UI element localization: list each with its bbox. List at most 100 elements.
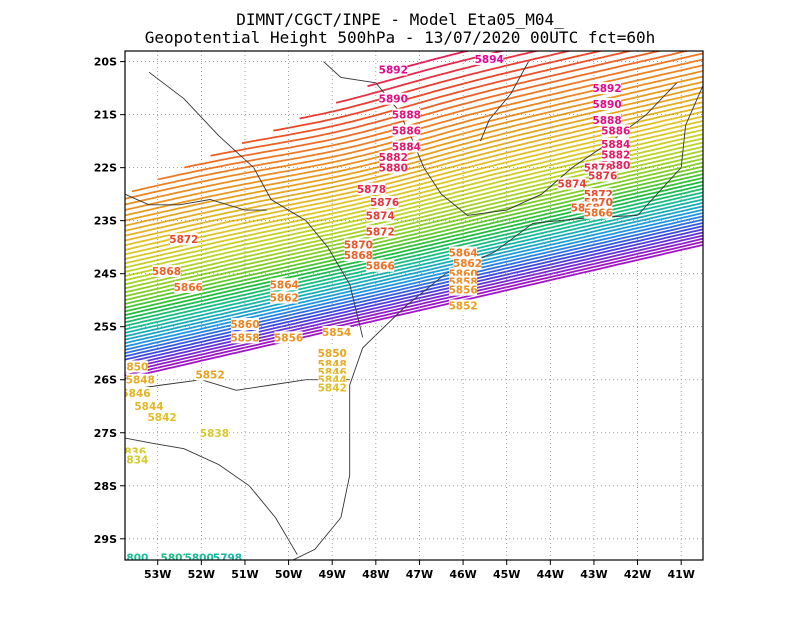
contour-label-bg — [593, 113, 622, 126]
contour-label-bg — [344, 238, 373, 251]
contour-label: 5846 — [121, 388, 150, 400]
contour-5876 — [335, 51, 540, 104]
axes: 53W 52W 51W 50W 49W 48W 47W 46W 45W 44W 43W 42W 41W 2… — [94, 56, 695, 581]
y-tick-label: 21S — [94, 109, 117, 122]
contour-label-bg — [558, 177, 587, 190]
contour-5776 — [125, 234, 703, 371]
contour-label-bg — [125, 360, 148, 373]
contour-label-bg — [169, 233, 198, 246]
contour-5874 — [299, 51, 573, 120]
contour-5792 — [125, 208, 703, 345]
contour-label: 5856 — [448, 285, 477, 297]
contour-label: 5876 — [370, 197, 399, 209]
contour-label: 5862 — [453, 258, 482, 270]
contour-label: 5880 — [379, 163, 408, 175]
contour-5850 — [125, 91, 703, 227]
contour-label: 5890 — [379, 94, 408, 106]
x-tick-label: 46W — [449, 568, 476, 581]
contour-label-bg — [453, 257, 482, 270]
contour-label: 5850 — [119, 361, 148, 373]
contour-5794 — [125, 205, 703, 341]
x-tick-label: 51W — [231, 568, 258, 581]
contour-label-bg — [125, 551, 148, 560]
contour-label: 5868 — [152, 266, 181, 278]
contour-label-bg — [366, 209, 395, 222]
y-tick-label: 23S — [94, 215, 117, 228]
state-border — [148, 71, 364, 338]
x-tick-label: 41W — [667, 568, 694, 581]
contour-5864 — [158, 52, 703, 181]
contour-label: 5834 — [119, 454, 148, 466]
contour-5790 — [125, 212, 703, 348]
contour-label-bg — [134, 400, 163, 413]
contour-label: 5864 — [448, 247, 477, 259]
contour-label-bg — [449, 299, 478, 312]
contour-5880 — [403, 51, 471, 69]
contour-label-bg — [125, 453, 148, 466]
contour-label: 5842 — [147, 412, 176, 424]
contour-label: 5848 — [126, 375, 155, 387]
contour-label-bg — [318, 381, 347, 394]
y-tick-label: 27S — [94, 427, 117, 440]
coastline-main — [292, 85, 703, 560]
contour-label: 5864 — [270, 279, 299, 291]
contour-5868 — [210, 51, 663, 157]
contour-label: 5886 — [392, 126, 421, 138]
contour-label-bg — [475, 52, 504, 65]
y-tick-label: 25S — [94, 321, 117, 334]
contour-label-bg — [274, 331, 303, 344]
state-border — [323, 61, 376, 84]
contour-5788 — [125, 215, 703, 351]
contour-5770 — [125, 243, 703, 380]
contour-label-bg — [379, 63, 408, 76]
contour-5878 — [367, 51, 506, 88]
chart-title-line1: DIMNT/CGCT/INPE - Model Eta05_M04_ — [236, 10, 564, 29]
chart-title-line2: Geopotential Height 500hPa - 13/07/2020 … — [145, 28, 656, 47]
contour-5814 — [125, 169, 703, 305]
y-tick-label: 24S — [94, 268, 117, 281]
contour-label: 5858 — [230, 332, 259, 344]
x-tick-label: 48W — [362, 568, 389, 581]
contour-label-bg — [213, 551, 242, 560]
contour-label-bg — [185, 551, 214, 560]
contour-label: 5882 — [601, 149, 630, 161]
contour-label-bg — [126, 373, 155, 386]
contour-label: 5884 — [392, 141, 421, 153]
y-tick-label: 28S — [94, 480, 117, 493]
contour-label: 5838 — [200, 428, 229, 440]
contour-5796 — [125, 201, 703, 338]
contour-label-bg — [584, 206, 613, 219]
contour-label-bg — [449, 246, 478, 259]
contour-label-bg — [370, 196, 399, 209]
contour-label-bg — [344, 249, 373, 262]
contour-label-bg — [449, 283, 478, 296]
contour-label-bg — [270, 291, 299, 304]
contour-label-bg — [366, 259, 395, 272]
contour-label-bg — [200, 426, 229, 439]
y-tick-label: 26S — [94, 374, 117, 387]
x-tick-label: 47W — [406, 568, 433, 581]
contour-lines — [125, 51, 703, 380]
contour-label-bg — [125, 386, 150, 399]
contour-5778 — [125, 231, 703, 367]
contour-label: 5860 — [230, 319, 259, 331]
contour-5786 — [125, 218, 703, 355]
x-tick-label: 44W — [537, 568, 564, 581]
contour-label-bg — [196, 368, 225, 381]
contour-label-bg — [318, 347, 347, 360]
contour-label: 5850 — [318, 348, 347, 360]
x-tick-label: 52W — [188, 568, 215, 581]
contour-label: 5874 — [558, 179, 587, 191]
contour-label-bg — [230, 318, 259, 331]
contour-label-bg — [379, 161, 408, 174]
y-tick-label: 22S — [94, 162, 117, 175]
contour-label: 5852 — [195, 369, 224, 381]
contour-label: 5882 — [379, 152, 408, 164]
contour-label-bg — [366, 225, 395, 238]
state-border — [125, 379, 350, 391]
contour-label: 5856 — [274, 332, 303, 344]
state-border — [125, 193, 267, 211]
contour-label: 5854 — [322, 327, 351, 339]
contour-label-bg — [392, 108, 421, 121]
contour-5772 — [125, 240, 703, 377]
